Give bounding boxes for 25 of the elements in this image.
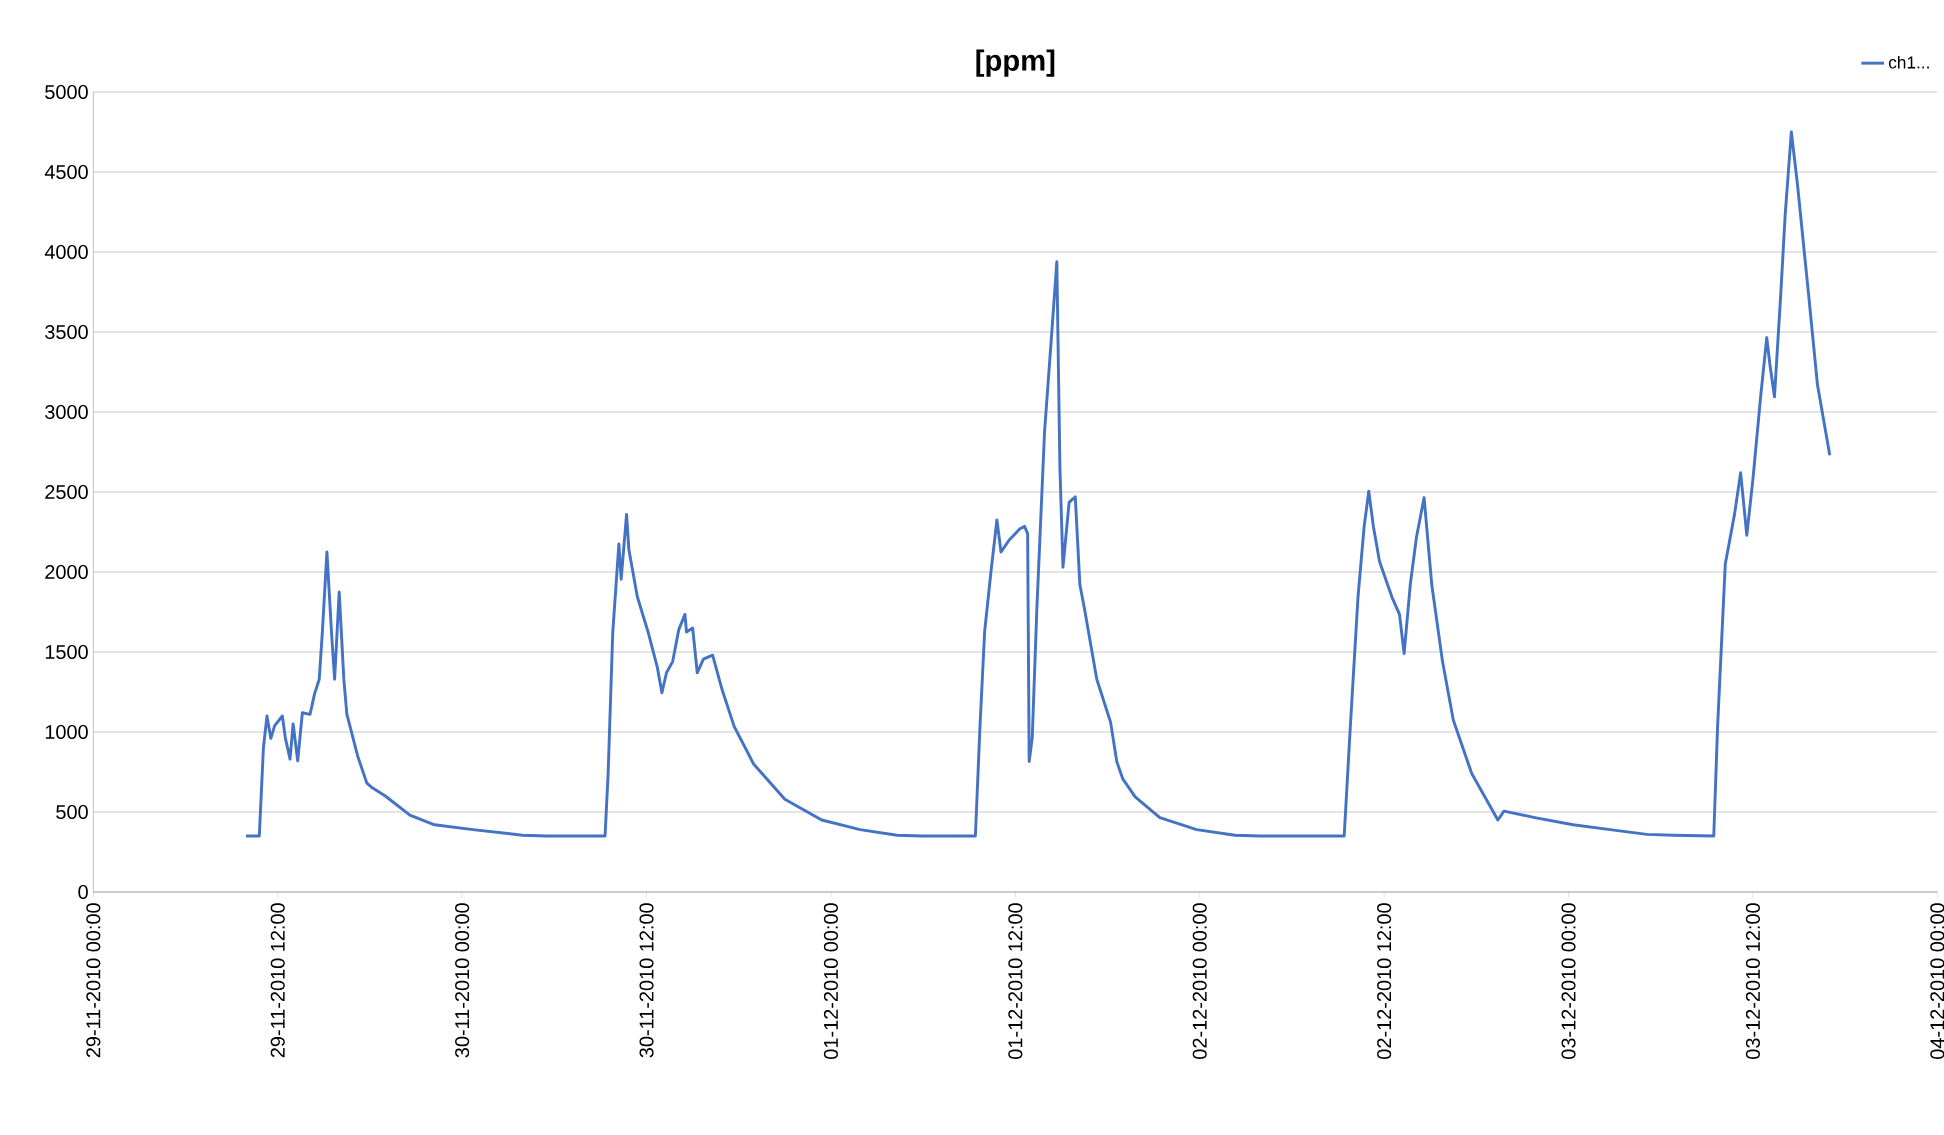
y-tick-label: 5000 bbox=[45, 85, 88, 100]
x-tick-label: 29-11-2010 12:00 bbox=[270, 903, 285, 1058]
x-tick-label: 01-12-2010 00:00 bbox=[823, 903, 838, 1060]
x-tick-label: 04-12-2010 00:00 bbox=[1930, 903, 1944, 1060]
y-tick-label: 2000 bbox=[45, 565, 88, 580]
y-tick-label: 500 bbox=[56, 805, 88, 820]
line-series bbox=[244, 130, 1832, 838]
x-tick-label: 02-12-2010 00:00 bbox=[1192, 903, 1207, 1060]
y-tick-label: 1500 bbox=[45, 645, 88, 660]
y-tick-label: 0 bbox=[78, 885, 88, 900]
y-tick-label: 3500 bbox=[45, 325, 88, 340]
x-tick-label: 02-12-2010 12:00 bbox=[1377, 903, 1392, 1060]
chart-title: [ppm] bbox=[976, 49, 1055, 77]
y-tick-label: 1000 bbox=[45, 725, 88, 740]
x-tick-label: 30-11-2010 12:00 bbox=[639, 903, 654, 1058]
x-tick-label: 01-12-2010 12:00 bbox=[1008, 903, 1023, 1060]
y-tick-label: 2500 bbox=[45, 485, 88, 500]
y-tick-label: 4500 bbox=[44, 165, 88, 180]
x-tick-label: 03-12-2010 00:00 bbox=[1561, 903, 1576, 1060]
legend-label: ch1... bbox=[1888, 56, 1929, 69]
y-tick-label: 3000 bbox=[45, 405, 88, 420]
x-tick-label: 30-11-2010 00:00 bbox=[455, 903, 470, 1058]
y-tick-label: 4000 bbox=[44, 245, 88, 260]
x-tick-label: 29-11-2010 00:00 bbox=[86, 903, 101, 1058]
x-tick-label: 03-12-2010 12:00 bbox=[1745, 903, 1760, 1060]
